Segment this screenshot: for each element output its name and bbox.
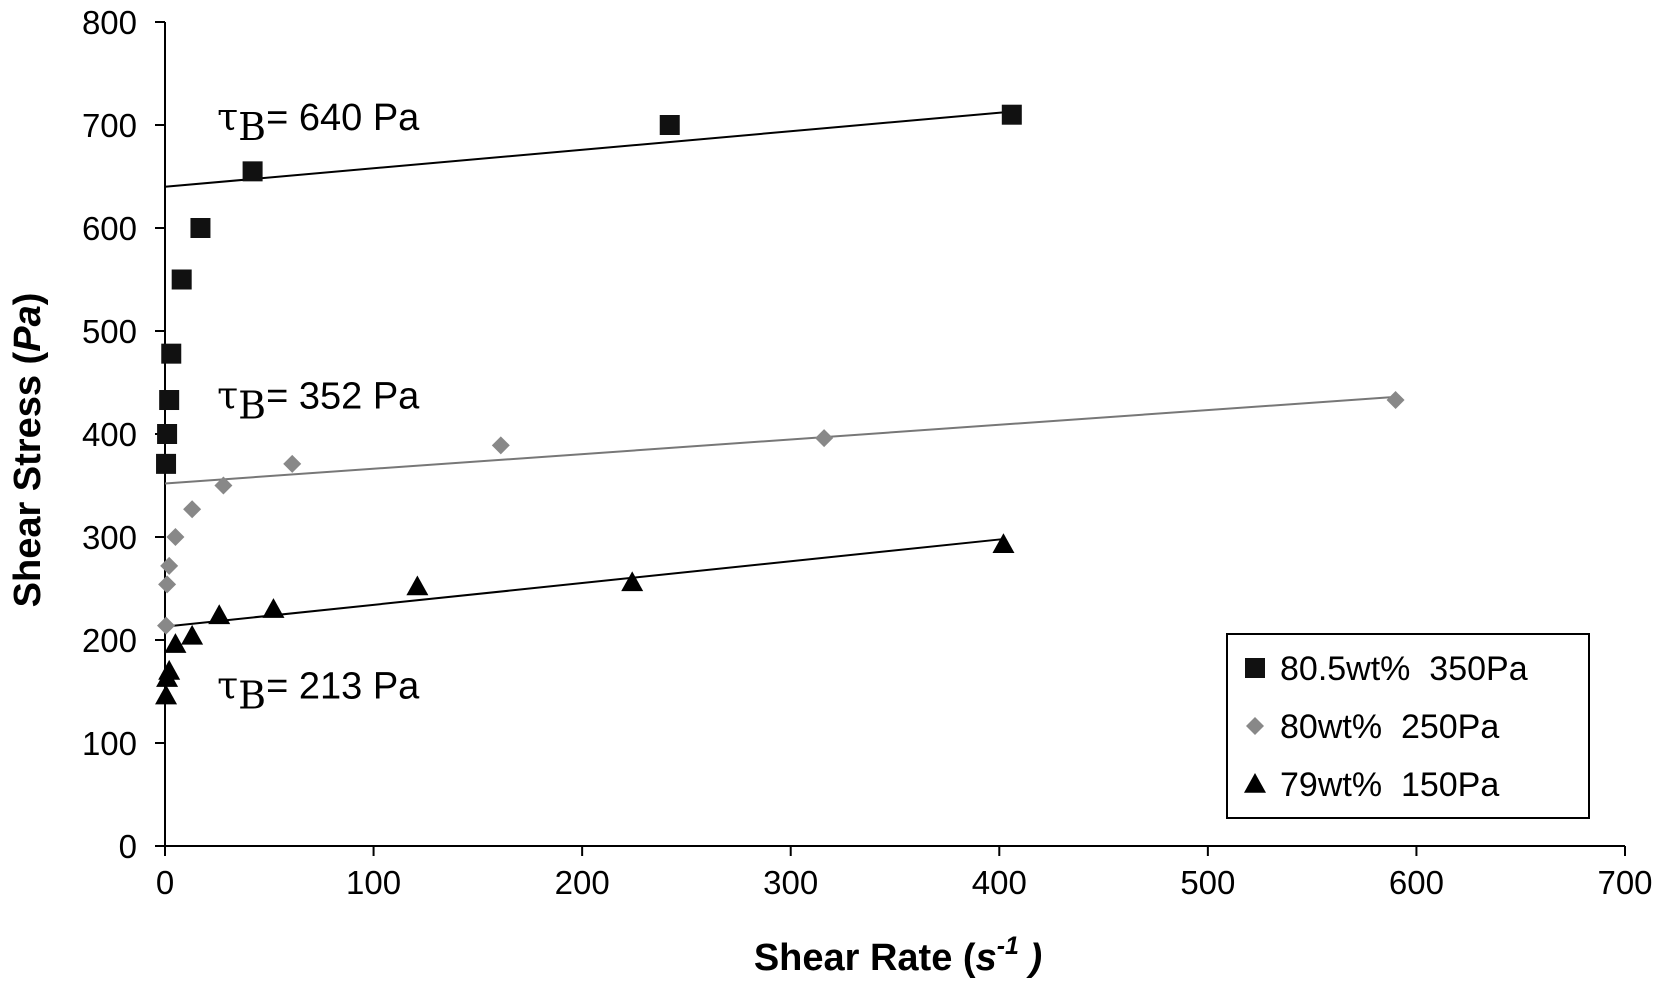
x-tick-label: 400 — [972, 864, 1027, 901]
square-point — [161, 343, 182, 364]
x-tick-label: 0 — [156, 864, 174, 901]
yield-stress-label-3: τB= 213 Pa — [217, 664, 420, 718]
y-tick-label: 100 — [82, 725, 137, 762]
annotations: τB= 640 Pa τB= 352 Pa τB= 213 Pa — [217, 95, 420, 718]
legend: 80.5wt% 350Pa 80wt% 250Pa 79wt% 150Pa — [1226, 633, 1590, 819]
x-tick-label: 300 — [763, 864, 818, 901]
y-tick-label: 600 — [82, 210, 137, 247]
triangle-point — [164, 633, 187, 653]
y-tick-label: 700 — [82, 107, 137, 144]
triangle-point — [621, 571, 644, 592]
legend-label: 80wt% 250Pa — [1280, 708, 1499, 746]
diamond-point — [157, 616, 176, 635]
trend-line-2 — [164, 395, 1396, 485]
y-axis-title: Shear Stress (Pa) — [7, 293, 49, 608]
triangle-point — [208, 604, 231, 625]
legend-marker-triangle — [1244, 773, 1266, 793]
square-point — [159, 390, 180, 411]
x-tick-label: 700 — [1597, 864, 1652, 901]
diamond-point — [160, 556, 179, 575]
x-tick-label: 600 — [1389, 864, 1444, 901]
diamond-point — [491, 436, 510, 455]
square-point — [659, 115, 680, 135]
square-point — [171, 269, 192, 290]
diamond-point — [183, 500, 202, 519]
square-point — [157, 424, 178, 444]
x-tick-label: 200 — [555, 864, 610, 901]
trend-lines — [164, 110, 1396, 628]
triangle-point — [406, 575, 429, 596]
triangle-point — [262, 598, 285, 618]
triangle-point — [158, 659, 181, 680]
yield-stress-label-2: τB= 352 Pa — [217, 373, 420, 427]
trend-line-3 — [164, 538, 1004, 628]
y-tick-label: 500 — [82, 313, 137, 350]
y-axis-title-text: Shear Stress — [7, 375, 49, 607]
y-tick-label: 400 — [82, 416, 137, 453]
data-points — [155, 104, 1405, 705]
y-axis-title-unit: Pa — [7, 305, 49, 351]
square-point — [190, 218, 211, 238]
x-axis-title-unit-base: s — [976, 937, 997, 979]
x-axis-title: Shear Rate (s-1 ) — [754, 932, 1042, 979]
legend-label: 80.5wt% 350Pa — [1280, 650, 1528, 688]
y-tick-label: 800 — [82, 4, 137, 41]
diamond-point — [166, 528, 185, 546]
triangle-point — [181, 624, 204, 645]
diamond-point — [283, 454, 302, 473]
square-point — [156, 453, 177, 474]
square-point — [1001, 104, 1022, 125]
diamond-point — [214, 476, 233, 495]
x-axis-title-unit-exp: -1 — [997, 932, 1019, 960]
x-tick-label: 100 — [346, 864, 401, 901]
legend-marker-square — [1245, 658, 1265, 678]
triangle-point — [155, 684, 178, 705]
diamond-point — [815, 429, 834, 448]
yield-stress-label-1: τB= 640 Pa — [217, 95, 420, 149]
x-axis-title-text: Shear Rate — [754, 937, 953, 979]
square-point — [242, 161, 263, 182]
trend-line-1 — [164, 110, 1012, 188]
legend-marker-diamond — [1246, 717, 1264, 735]
tick-labels: 0 100 200 300 400 500 600 700 800 0 100 200 300 400 50… — [82, 4, 1653, 901]
x-tick-label: 500 — [1180, 864, 1235, 901]
legend-label: 79wt% 150Pa — [1280, 766, 1499, 804]
diamond-point — [1386, 391, 1405, 410]
y-tick-label: 0 — [119, 828, 137, 865]
y-tick-label: 300 — [82, 519, 137, 556]
y-tick-label: 200 — [82, 622, 137, 659]
diamond-point — [158, 575, 177, 594]
triangle-point — [992, 533, 1015, 554]
legend-box — [1226, 633, 1590, 819]
